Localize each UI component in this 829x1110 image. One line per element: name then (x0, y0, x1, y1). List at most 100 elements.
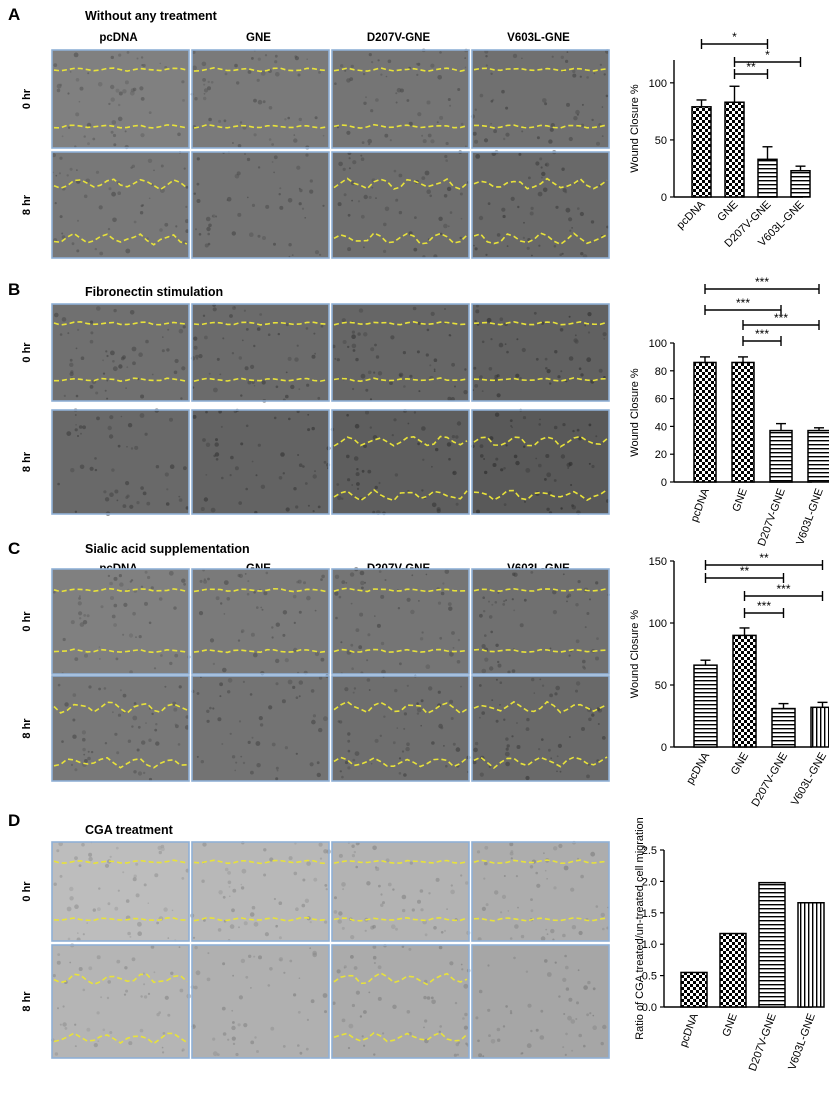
cell-speck (578, 930, 583, 936)
cell-speck (587, 331, 591, 334)
cell-speck (589, 598, 591, 601)
cell-speck (580, 874, 584, 879)
cell-speck (545, 454, 550, 458)
cell-speck (74, 510, 78, 513)
cell-speck (481, 390, 484, 392)
cell-speck (539, 678, 542, 681)
cell-speck (337, 202, 342, 207)
cell-speck (181, 1050, 184, 1052)
cell-speck (297, 73, 301, 77)
cell-speck (438, 216, 443, 221)
column-label: V603L-GNE (507, 32, 570, 44)
bar (769, 429, 793, 483)
cell-speck (86, 122, 92, 128)
cell-speck (571, 505, 576, 510)
cell-speck (399, 374, 402, 377)
cell-speck (431, 502, 437, 508)
cell-speck (573, 338, 578, 343)
cell-speck (575, 603, 579, 607)
cell-speck (370, 109, 374, 113)
cell-speck (567, 1015, 572, 1021)
cell-speck (301, 207, 305, 210)
cell-speck (125, 899, 130, 903)
cell-speck (439, 232, 443, 236)
cell-speck (208, 223, 212, 228)
cell-speck (460, 217, 463, 220)
cell-speck (264, 932, 269, 937)
cell-speck (314, 116, 318, 120)
cell-speck (118, 91, 123, 96)
cell-speck (122, 633, 125, 636)
cell-speck (474, 741, 479, 746)
cell-speck (309, 179, 313, 183)
cell-speck (359, 570, 365, 576)
wound-edge-dashed-line (333, 320, 468, 326)
cell-speck (338, 595, 342, 599)
cell-speck (380, 73, 383, 76)
cell-speck (546, 472, 552, 478)
cell-speck (419, 637, 424, 641)
cell-speck (70, 468, 75, 473)
cell-speck (557, 743, 563, 749)
cell-speck (199, 579, 203, 583)
cell-speck (245, 975, 249, 979)
cell-speck (342, 340, 347, 344)
cell-speck (527, 238, 531, 242)
cell-speck (452, 470, 457, 476)
cell-speck (126, 446, 128, 448)
cell-speck (338, 161, 343, 167)
cell-speck (314, 470, 316, 472)
wound-edge-dashed-line (473, 377, 608, 382)
cell-speck (503, 875, 506, 877)
cell-speck (153, 169, 155, 172)
cell-speck (485, 64, 488, 67)
cell-speck (495, 457, 499, 461)
cell-speck (125, 496, 129, 499)
cell-speck (155, 465, 160, 469)
cell-speck (542, 187, 548, 193)
cell-speck (349, 77, 354, 81)
cell-speck (595, 905, 599, 908)
cell-speck (251, 203, 256, 207)
cell-speck (493, 129, 497, 134)
cell-speck (144, 570, 148, 574)
cell-speck (355, 865, 359, 869)
y-axis-label: Wound Closure % (629, 368, 641, 457)
cell-speck (525, 727, 530, 731)
cell-speck (511, 598, 514, 601)
cell-speck (502, 1025, 506, 1028)
cell-speck (503, 718, 506, 721)
cell-speck (218, 890, 223, 895)
cell-speck (587, 980, 591, 985)
wound-edge-dashed-line (193, 648, 328, 654)
wound-edge-dashed-line (333, 700, 468, 715)
y-tick-label: 1.0 (642, 939, 657, 951)
cell-speck (142, 491, 147, 496)
cell-speck (439, 51, 442, 54)
cell-speck (503, 503, 507, 506)
cell-speck (229, 924, 235, 929)
cell-speck (260, 71, 266, 76)
cell-speck (340, 64, 344, 68)
cell-speck (170, 971, 174, 975)
micrograph-tile (51, 303, 190, 402)
cell-speck (79, 617, 82, 620)
cell-speck (299, 188, 303, 193)
cell-speck (88, 685, 92, 689)
cell-speck (359, 1015, 363, 1018)
cell-speck (200, 507, 205, 511)
tile-background (52, 842, 189, 941)
cell-speck (588, 462, 591, 465)
cell-speck (203, 919, 206, 922)
cell-speck (354, 423, 360, 429)
tile-frame (191, 841, 330, 942)
cell-speck (416, 702, 419, 705)
cell-speck (564, 190, 568, 194)
cell-speck (275, 72, 280, 77)
row-label: 8 hr (21, 451, 33, 472)
cell-speck (93, 1043, 98, 1048)
cell-speck (183, 167, 186, 170)
cell-speck (484, 845, 489, 850)
cell-speck (428, 686, 433, 691)
